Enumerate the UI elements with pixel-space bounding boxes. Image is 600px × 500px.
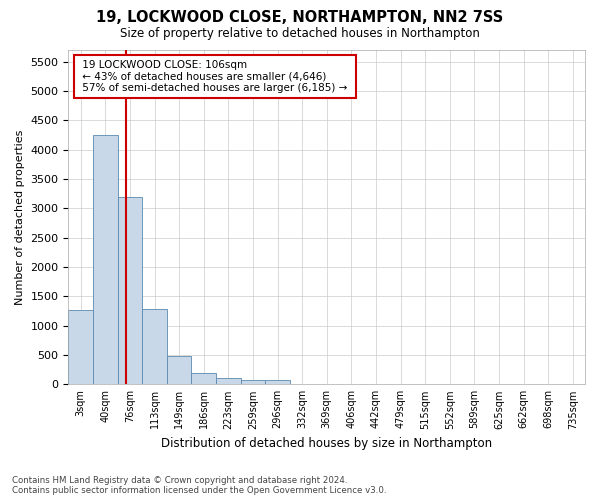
Bar	[265, 380, 290, 384]
Bar	[93, 135, 118, 384]
Bar	[191, 372, 216, 384]
Bar	[216, 378, 241, 384]
Text: Size of property relative to detached houses in Northampton: Size of property relative to detached ho…	[120, 28, 480, 40]
Y-axis label: Number of detached properties: Number of detached properties	[15, 130, 25, 305]
Bar	[167, 356, 191, 384]
Text: 19, LOCKWOOD CLOSE, NORTHAMPTON, NN2 7SS: 19, LOCKWOOD CLOSE, NORTHAMPTON, NN2 7SS	[97, 10, 503, 25]
Text: Contains HM Land Registry data © Crown copyright and database right 2024.
Contai: Contains HM Land Registry data © Crown c…	[12, 476, 386, 495]
Bar	[68, 310, 93, 384]
Bar	[118, 196, 142, 384]
Bar	[142, 309, 167, 384]
Bar	[241, 380, 265, 384]
Text: 19 LOCKWOOD CLOSE: 106sqm
 ← 43% of detached houses are smaller (4,646)
 57% of : 19 LOCKWOOD CLOSE: 106sqm ← 43% of detac…	[79, 60, 350, 93]
X-axis label: Distribution of detached houses by size in Northampton: Distribution of detached houses by size …	[161, 437, 492, 450]
